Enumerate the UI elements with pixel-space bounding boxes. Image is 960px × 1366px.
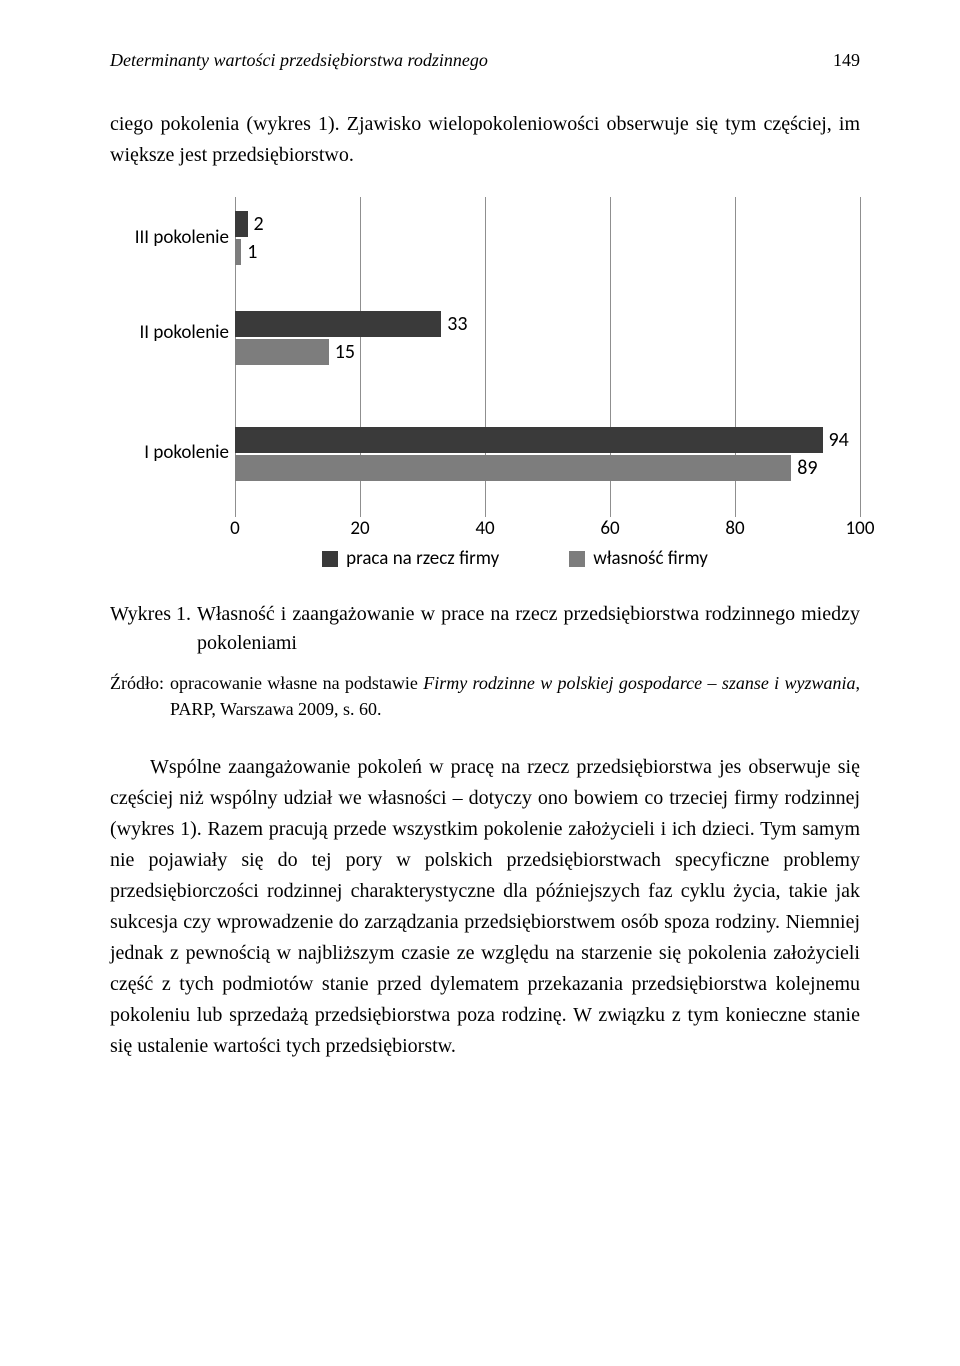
chart-value-label: 89 (797, 456, 817, 480)
intro-paragraph: ciego pokolenia (wykres 1). Zjawisko wie… (110, 109, 860, 171)
legend-label: własność firmy (593, 547, 708, 570)
page-number: 149 (833, 50, 860, 71)
chart-x-tick-label: 20 (350, 517, 369, 540)
page: Determinanty wartości przedsiębiorstwa r… (0, 0, 960, 1148)
running-head: Determinanty wartości przedsiębiorstwa r… (110, 50, 860, 71)
chart-value-label: 94 (829, 428, 849, 452)
chart-plot-area: 2 1 33 15 94 89 (235, 197, 860, 517)
chart-x-tick-label: 60 (600, 517, 619, 540)
figure-caption: Wykres 1. Własność i zaangażowanie w pra… (110, 600, 860, 658)
figure-source: Źródło: opracowanie własne na podstawie … (110, 670, 860, 722)
body-paragraph: Wspólne zaangażowanie pokoleń w pracę na… (110, 752, 860, 1062)
figure-source-italic: Firmy rodzinne w polskiej gospodarce – s… (423, 673, 855, 693)
chart-value-labels-layer: 2 1 33 15 94 89 (235, 197, 860, 517)
chart-value-label: 33 (447, 312, 467, 336)
chart-value-label: 15 (335, 340, 355, 364)
chart-x-tick-label: 40 (475, 517, 494, 540)
legend-swatch-icon (569, 551, 585, 567)
chart-category-label: III pokolenie (110, 197, 235, 277)
figure-caption-lead: Wykres 1. (110, 600, 197, 658)
running-title: Determinanty wartości przedsiębiorstwa r… (110, 50, 488, 71)
chart-value-label: 2 (254, 212, 264, 236)
figure-source-lead: Źródło: (110, 670, 170, 722)
chart-value-label: 1 (247, 240, 257, 264)
legend-label: praca na rzecz firmy (346, 547, 499, 570)
figure-caption-text: Własność i zaangażowanie w prace na rzec… (197, 600, 860, 658)
chart-gridline (860, 197, 861, 517)
chart: III pokolenie II pokolenie I pokolenie 2… (110, 197, 860, 517)
figure-source-prefix: opracowanie własne na podstawie (170, 673, 423, 693)
chart-category-label: I pokolenie (110, 387, 235, 517)
chart-legend: praca na rzecz firmy własność firmy (170, 547, 860, 570)
chart-x-tick-label: 80 (725, 517, 744, 540)
figure-source-text: opracowanie własne na podstawie Firmy ro… (170, 670, 860, 722)
legend-item: praca na rzecz firmy (322, 547, 499, 570)
chart-x-axis-ticks: 020406080100 (235, 517, 860, 545)
chart-category-label: II pokolenie (110, 277, 235, 387)
legend-item: własność firmy (569, 547, 708, 570)
chart-x-tick-label: 100 (846, 517, 875, 540)
chart-category-labels: III pokolenie II pokolenie I pokolenie (110, 197, 235, 517)
chart-container: III pokolenie II pokolenie I pokolenie 2… (110, 197, 860, 570)
chart-x-tick-label: 0 (230, 517, 240, 540)
legend-swatch-icon (322, 551, 338, 567)
